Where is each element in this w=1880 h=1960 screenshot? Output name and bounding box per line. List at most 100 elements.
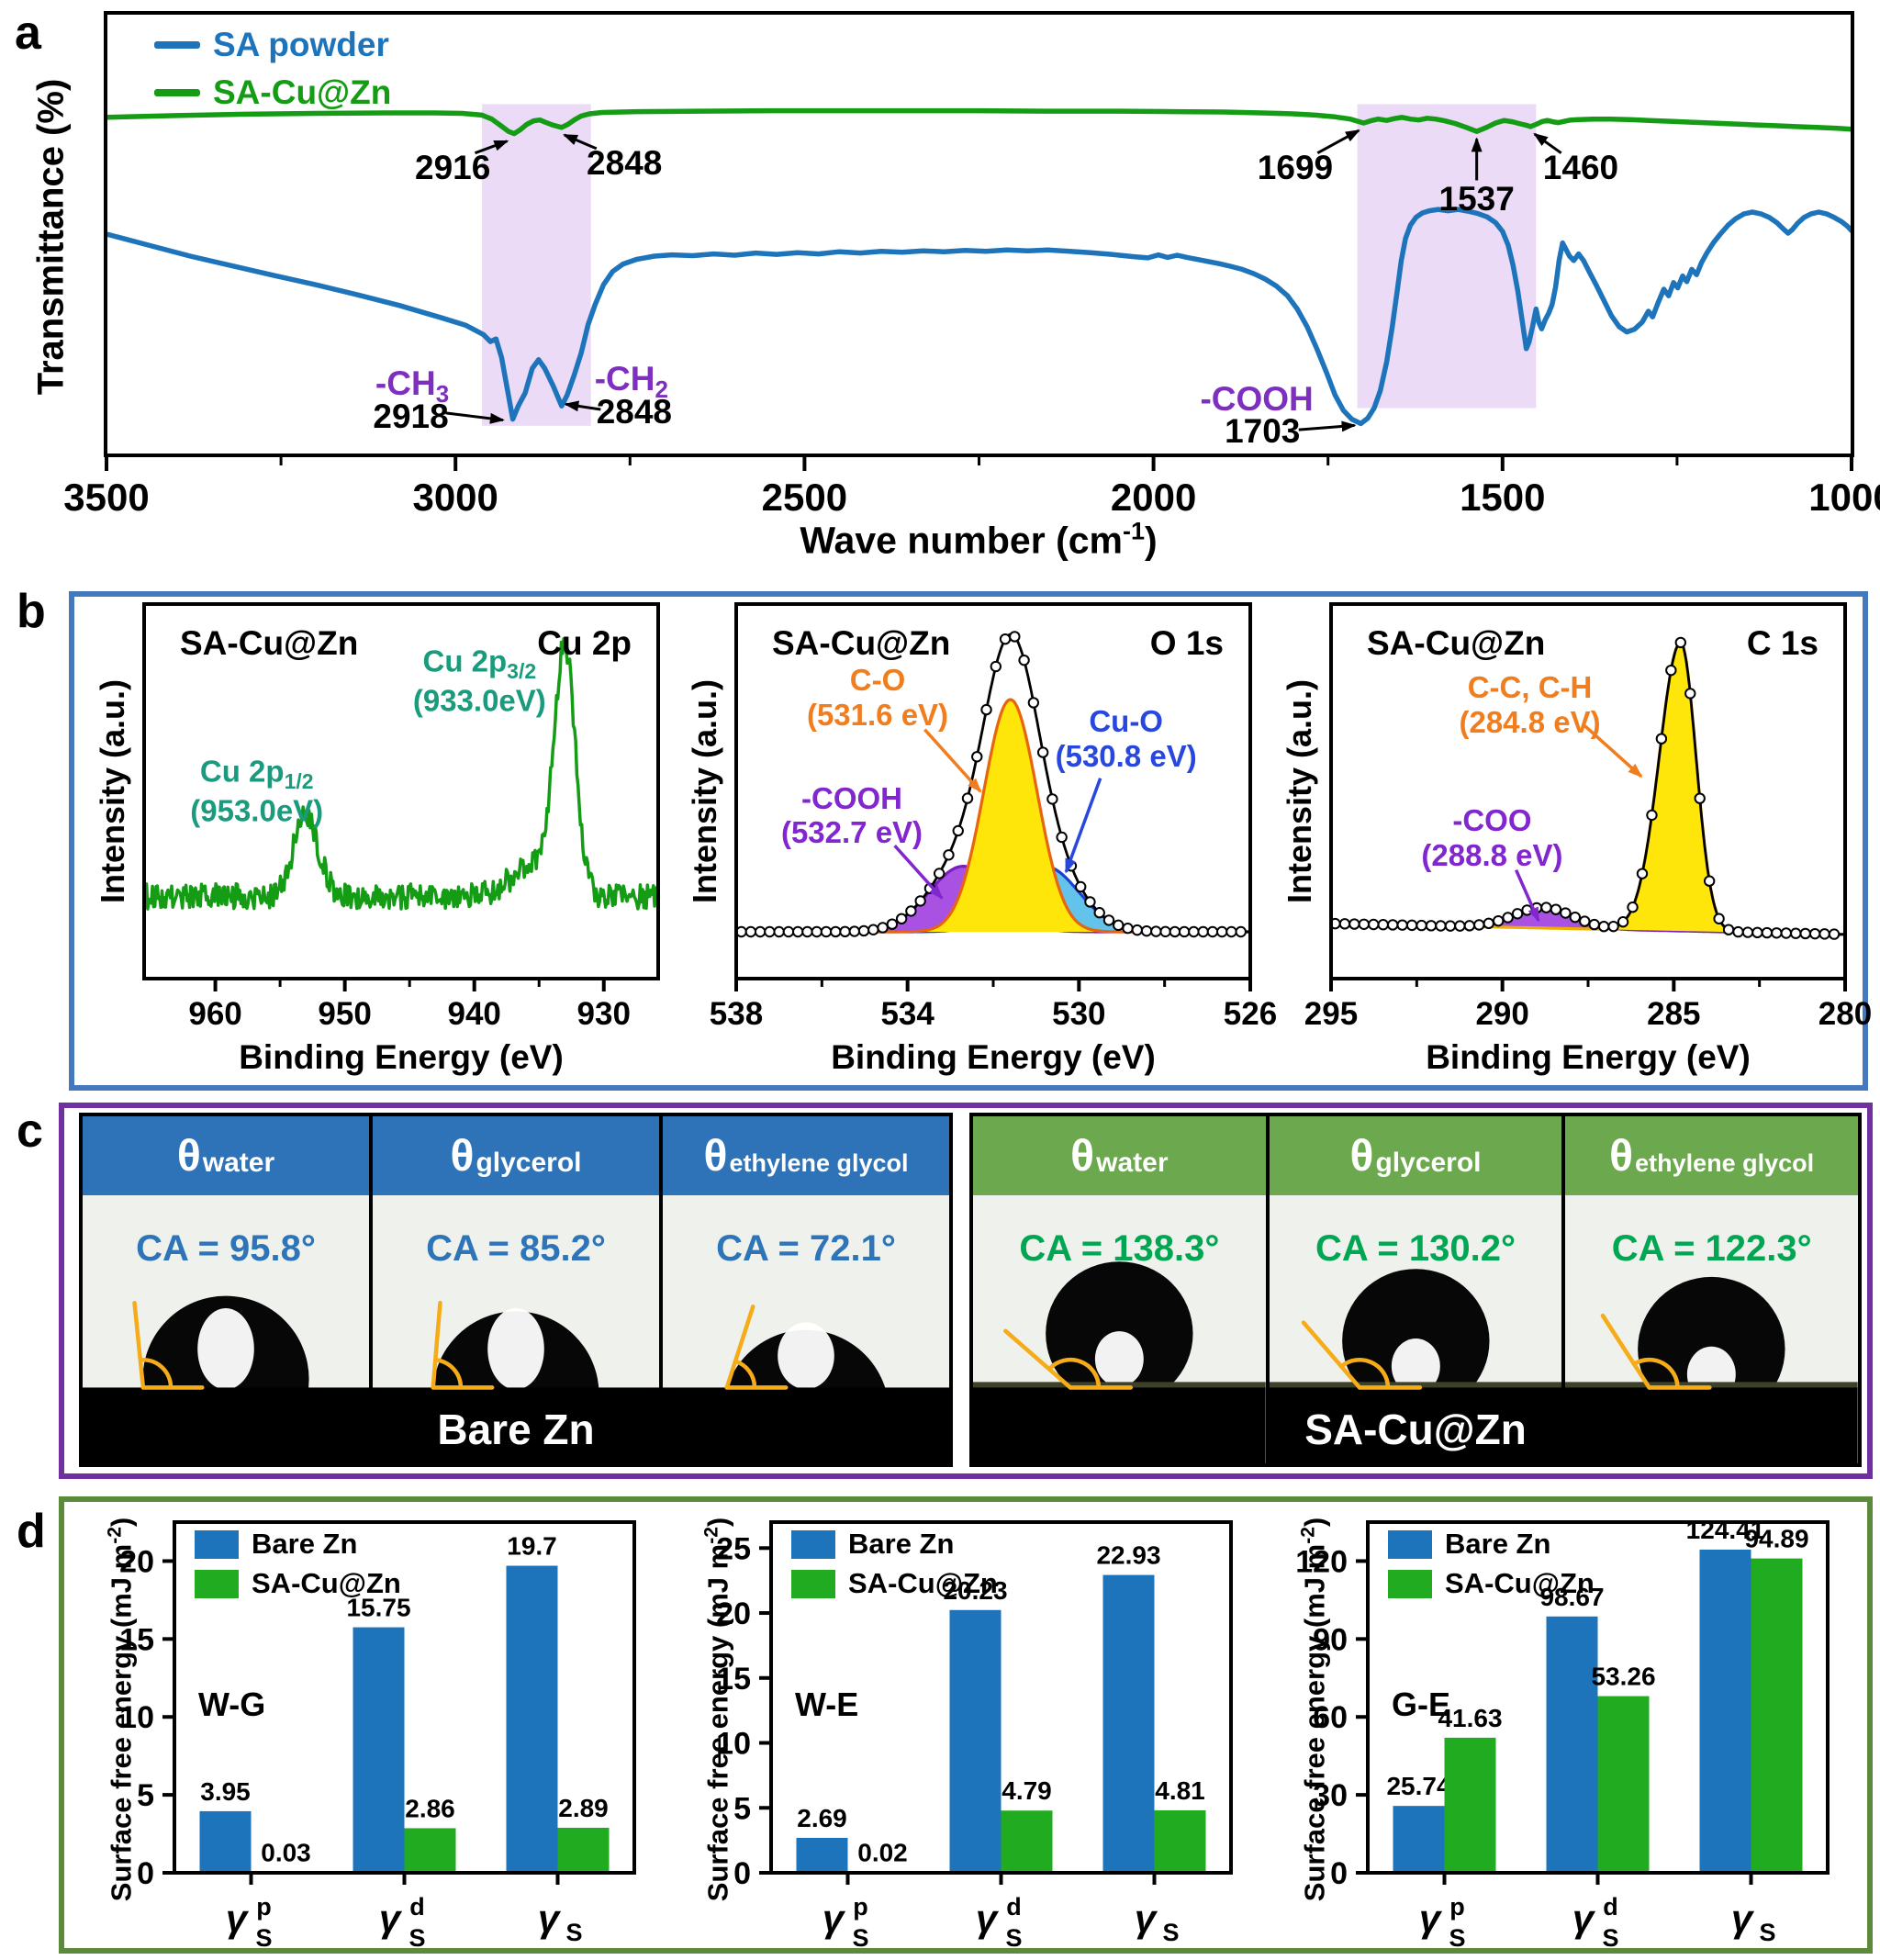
theta-symbol: θ xyxy=(1349,1131,1374,1181)
bare-zn-header-row: θ water θ glycerol θ ethylene glycol xyxy=(83,1116,949,1195)
svg-text:γ: γ xyxy=(1135,1897,1158,1940)
ftir-legend: SA powder SA-Cu@Zn xyxy=(154,26,391,112)
sa-cu-zn-line-swatch xyxy=(154,89,200,96)
theta-subscript: water xyxy=(1096,1148,1169,1178)
svg-text:γ: γ xyxy=(822,1897,846,1940)
sa-powder-legend-label: SA powder xyxy=(213,26,389,63)
o1s-x-axis-title: Binding Energy (eV) xyxy=(831,1038,1156,1076)
svg-text:94.89: 94.89 xyxy=(1744,1525,1808,1553)
svg-text:γ: γ xyxy=(976,1897,1000,1940)
sfe-wg-legend: Bare Zn SA-Cu@Zn xyxy=(195,1528,401,1600)
sfe-wg-tag: W-G xyxy=(198,1686,266,1723)
bare-zn-legend-label: Bare Zn xyxy=(848,1528,955,1560)
contact-angle-photo: CA = 138.3° xyxy=(973,1195,1270,1463)
panel-d-box xyxy=(59,1496,1873,1954)
sfe-ge-chart: 25.74 41.63 γ p S 98.67 53.26 γ d S 124.41 94.89 γ S 0… xyxy=(1295,1513,1833,1952)
panel-c-label: c xyxy=(17,1104,43,1158)
c1s-x-axis-title: Binding Energy (eV) xyxy=(1426,1038,1751,1076)
sa-cu-zn-header-row: θ water θ glycerol θ ethylene glycol xyxy=(973,1116,1859,1195)
sa-cu-zn-legend-label: SA-Cu@Zn xyxy=(848,1567,998,1599)
theta-symbol: θ xyxy=(1070,1131,1095,1181)
svg-text:10: 10 xyxy=(119,1700,154,1735)
droplet-image xyxy=(973,1195,1266,1463)
panel-b-box xyxy=(69,591,1868,1091)
svg-text:γ: γ xyxy=(1419,1897,1443,1940)
o1s-sample-label: SA-Cu@Zn xyxy=(772,624,951,662)
svg-text:2.69: 2.69 xyxy=(797,1804,847,1832)
bare-zn-swatch xyxy=(195,1529,239,1559)
theta-symbol: θ xyxy=(450,1131,475,1181)
c1s-y-axis-title: Intensity (a.u.) xyxy=(1281,678,1318,904)
theta-subscript: glycerol xyxy=(1375,1148,1482,1178)
svg-text:S: S xyxy=(1449,1924,1465,1952)
svg-text:526: 526 xyxy=(1224,996,1277,1032)
svg-text:20: 20 xyxy=(119,1544,154,1579)
svg-text:0: 0 xyxy=(137,1856,154,1891)
svg-text:S: S xyxy=(1005,1924,1022,1952)
ca-value: CA = 130.2° xyxy=(1315,1228,1516,1269)
svg-text:2500: 2500 xyxy=(762,476,847,519)
svg-text:98.67: 98.67 xyxy=(1539,1583,1604,1611)
ftir-plot: 3500 3000 2500 2000 1500 1000 xyxy=(63,11,1880,525)
svg-text:60: 60 xyxy=(1313,1700,1348,1735)
svg-text:γ: γ xyxy=(1572,1897,1596,1940)
droplet-image xyxy=(1565,1195,1859,1463)
bare-zn-photo-row: CA = 95.8° CA = 85.2° CA = 72.1° xyxy=(83,1195,949,1463)
sa-cu-zn-legend-label: SA-Cu@Zn xyxy=(1445,1567,1595,1599)
svg-text:2000: 2000 xyxy=(1111,476,1196,519)
theta-subscript: ethylene glycol xyxy=(1635,1148,1815,1177)
svg-text:15: 15 xyxy=(119,1622,154,1657)
sa-cu-zn-legend-label: SA-Cu@Zn xyxy=(213,73,392,111)
svg-text:25.74: 25.74 xyxy=(1386,1772,1450,1800)
svg-text:19.7: 19.7 xyxy=(507,1532,557,1561)
theta-symbol: θ xyxy=(1609,1131,1634,1181)
svg-text:γ: γ xyxy=(226,1897,250,1940)
svg-text:4.79: 4.79 xyxy=(1002,1776,1052,1805)
svg-text:280: 280 xyxy=(1818,996,1872,1032)
contact-angle-photo: CA = 72.1° xyxy=(663,1195,949,1463)
svg-text:0.03: 0.03 xyxy=(261,1838,311,1866)
bare-zn-swatch xyxy=(791,1529,835,1559)
svg-text:S: S xyxy=(255,1924,272,1952)
svg-text:0.02: 0.02 xyxy=(857,1839,908,1867)
contact-angle-group-bare-zn: θ water θ glycerol θ ethylene glycol CA = 9… xyxy=(79,1113,953,1467)
sa-cu-zn-swatch xyxy=(1388,1569,1432,1598)
svg-text:25: 25 xyxy=(716,1531,751,1566)
svg-text:γ: γ xyxy=(538,1897,562,1940)
ca-value: CA = 95.8° xyxy=(136,1228,316,1269)
svg-text:30: 30 xyxy=(1313,1778,1348,1813)
svg-text:940: 940 xyxy=(447,996,500,1032)
svg-text:2.89: 2.89 xyxy=(558,1794,609,1822)
contact-angle-photo: CA = 95.8° xyxy=(83,1195,373,1463)
svg-text:5: 5 xyxy=(137,1778,154,1813)
svg-text:4.81: 4.81 xyxy=(1155,1776,1205,1805)
svg-text:γ: γ xyxy=(379,1897,403,1940)
svg-text:p: p xyxy=(853,1893,868,1921)
sa-cu-zn-swatch xyxy=(195,1569,239,1598)
svg-text:290: 290 xyxy=(1475,996,1528,1032)
sa-cu-zn-legend-label: SA-Cu@Zn xyxy=(252,1567,401,1599)
svg-text:1500: 1500 xyxy=(1460,476,1545,519)
svg-text:S: S xyxy=(1162,1919,1179,1946)
svg-text:90: 90 xyxy=(1313,1622,1348,1657)
svg-text:534: 534 xyxy=(880,996,934,1032)
c1s-region-label: C 1s xyxy=(1746,624,1818,662)
contact-angle-photo: CA = 130.2° xyxy=(1269,1195,1566,1463)
sa-cu-zn-photo-row: CA = 138.3° CA = 130.2° CA = 122.3° xyxy=(973,1195,1859,1463)
ca-value: CA = 138.3° xyxy=(1019,1228,1220,1269)
svg-text:5: 5 xyxy=(733,1791,751,1826)
svg-text:20.23: 20.23 xyxy=(943,1576,1007,1605)
svg-text:d: d xyxy=(1603,1893,1618,1921)
ftir-y-axis-title: Transmittance (%) xyxy=(30,78,72,396)
bare-zn-legend-label: Bare Zn xyxy=(252,1528,358,1560)
svg-text:530: 530 xyxy=(1052,996,1105,1032)
droplet-image xyxy=(83,1195,369,1463)
svg-text:22.93: 22.93 xyxy=(1096,1541,1160,1570)
svg-text:41.63: 41.63 xyxy=(1438,1704,1502,1732)
cu2p-sample-label: SA-Cu@Zn xyxy=(180,624,359,662)
contact-angle-photo: CA = 122.3° xyxy=(1565,1195,1859,1463)
sfe-we-legend: Bare Zn SA-Cu@Zn xyxy=(791,1528,998,1600)
svg-text:538: 538 xyxy=(710,996,763,1032)
bare-zn-legend-label: Bare Zn xyxy=(1445,1528,1551,1560)
